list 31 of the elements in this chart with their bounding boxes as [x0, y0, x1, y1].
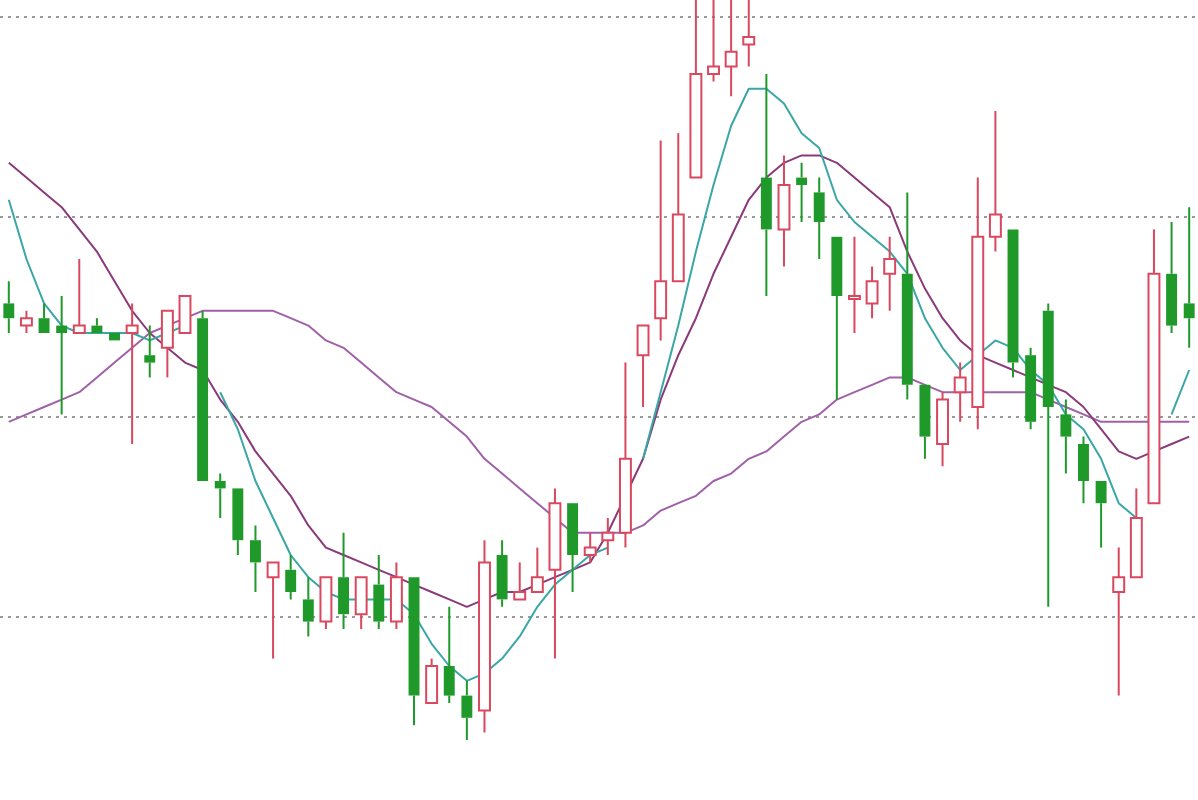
candlestick: [813, 176, 825, 260]
candlestick: [461, 679, 473, 741]
candlestick: [1078, 435, 1089, 505]
candlestick: [338, 531, 350, 630]
candlestick: [1025, 346, 1037, 431]
candlestick: [796, 161, 808, 223]
candlestick: [214, 472, 226, 519]
candlestick: [1095, 481, 1107, 549]
candlestick: [443, 605, 455, 704]
candlestick: [1183, 206, 1195, 349]
candlestick: [302, 576, 314, 638]
candlestick: [197, 309, 209, 481]
candlestick: [408, 577, 420, 727]
candlestick: [831, 236, 843, 401]
candlestick: [249, 524, 261, 593]
candlestick: [567, 503, 579, 593]
candlestick: [901, 191, 913, 401]
candlestick: [496, 539, 508, 608]
candlestick: [38, 302, 50, 333]
candlestick: [91, 317, 103, 333]
candlestick: [285, 554, 297, 601]
candlestick: [1166, 221, 1178, 334]
candlestick: [1060, 398, 1072, 475]
candlestick: [144, 324, 156, 379]
candlestick: [232, 488, 244, 556]
candlestick: [760, 73, 772, 297]
candlestick: [56, 295, 68, 416]
candlestick: [373, 554, 385, 630]
candlestick: [3, 280, 15, 334]
candlestick: [1042, 302, 1054, 608]
candlestick: [1007, 229, 1019, 379]
